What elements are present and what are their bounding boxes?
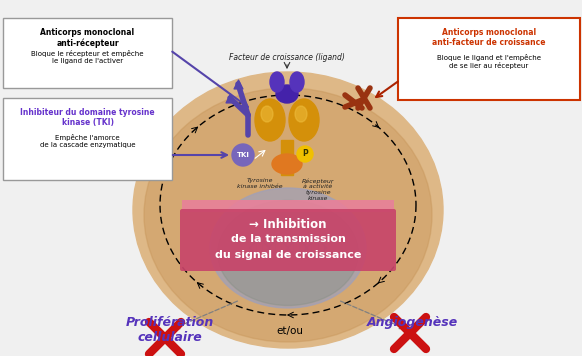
Text: Anticorps monoclonal
anti-récepteur: Anticorps monoclonal anti-récepteur	[40, 28, 134, 48]
Ellipse shape	[295, 106, 307, 122]
FancyBboxPatch shape	[3, 18, 172, 88]
Ellipse shape	[261, 106, 273, 122]
Point	[233, 81, 243, 87]
Bar	[281, 140, 293, 175]
Ellipse shape	[276, 85, 298, 103]
Text: Bloque le récepteur et empêche
le ligand de l'activer: Bloque le récepteur et empêche le ligand…	[31, 50, 144, 64]
Text: Angiogenèse: Angiogenèse	[367, 316, 457, 329]
Ellipse shape	[272, 154, 302, 174]
FancyBboxPatch shape	[398, 18, 580, 100]
Ellipse shape	[144, 88, 432, 342]
Text: Bloque le ligand et l'empêche
de se lier au récepteur: Bloque le ligand et l'empêche de se lier…	[437, 54, 541, 69]
Ellipse shape	[218, 200, 359, 305]
Text: TKI: TKI	[236, 152, 250, 158]
Text: et/ou: et/ou	[276, 326, 303, 336]
Text: Prolifération
cellulaire: Prolifération cellulaire	[126, 316, 214, 344]
Text: → Inhibition: → Inhibition	[249, 218, 327, 231]
Point	[225, 95, 235, 101]
Text: Empêche l'amorce
de la cascade enzymatique: Empêche l'amorce de la cascade enzymatiq…	[40, 134, 135, 148]
Text: Anticorps monoclonal
anti-facteur de croissance: Anticorps monoclonal anti-facteur de cro…	[432, 28, 546, 47]
FancyBboxPatch shape	[3, 98, 172, 180]
Circle shape	[232, 144, 254, 166]
Text: Récepteur
à activité
tyrosine
kinase: Récepteur à activité tyrosine kinase	[301, 178, 334, 201]
Text: Facteur de croissance (ligand): Facteur de croissance (ligand)	[229, 53, 345, 63]
Text: du signal de croissance: du signal de croissance	[215, 250, 361, 260]
Circle shape	[297, 146, 313, 162]
FancyBboxPatch shape	[180, 209, 396, 271]
Ellipse shape	[255, 99, 285, 141]
Ellipse shape	[289, 99, 319, 141]
Text: Inhibiteur du domaine tyrosine
kinase (TKI): Inhibiteur du domaine tyrosine kinase (T…	[20, 108, 155, 127]
Ellipse shape	[270, 72, 284, 92]
Text: Tyrosine
kinase inhibée: Tyrosine kinase inhibée	[237, 178, 283, 189]
Ellipse shape	[210, 188, 366, 308]
FancyBboxPatch shape	[182, 200, 394, 212]
Text: P: P	[302, 150, 308, 158]
Text: de la transmission: de la transmission	[230, 234, 346, 244]
Ellipse shape	[133, 72, 443, 348]
Ellipse shape	[290, 72, 304, 92]
